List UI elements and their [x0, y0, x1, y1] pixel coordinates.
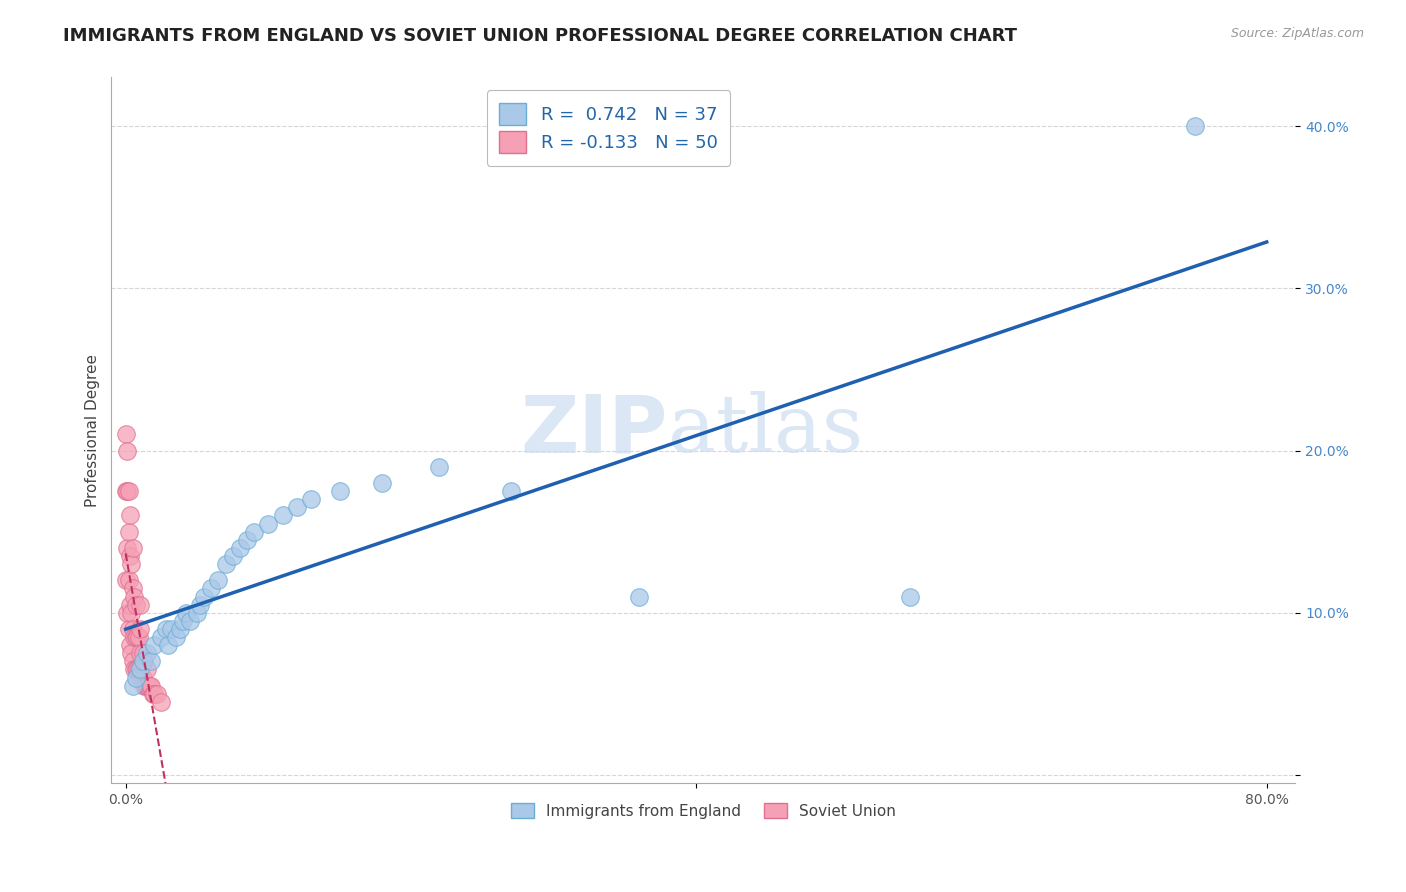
Text: ZIP: ZIP — [520, 392, 668, 469]
Point — [139, 679, 162, 693]
Point — [120, 646, 142, 660]
Point — [221, 549, 243, 563]
Point — [120, 606, 142, 620]
Point — [146, 687, 169, 701]
Point — [271, 508, 294, 523]
Point — [117, 574, 139, 588]
Text: Source: ZipAtlas.com: Source: ZipAtlas.com — [1230, 27, 1364, 40]
Text: IMMIGRANTS FROM ENGLAND VS SOVIET UNION PROFESSIONAL DEGREE CORRELATION CHART: IMMIGRANTS FROM ENGLAND VS SOVIET UNION … — [63, 27, 1018, 45]
Point — [172, 614, 194, 628]
Point — [134, 654, 156, 668]
Point — [141, 679, 163, 693]
Point — [115, 606, 138, 620]
Point — [129, 663, 152, 677]
Point — [121, 541, 143, 555]
Point — [160, 622, 183, 636]
Point — [115, 443, 138, 458]
Point — [257, 516, 280, 531]
Point — [898, 590, 921, 604]
Point — [142, 687, 165, 701]
Point — [236, 533, 259, 547]
Point — [143, 687, 166, 701]
Point — [134, 679, 156, 693]
Point — [118, 638, 141, 652]
Point — [122, 630, 145, 644]
Point — [157, 638, 180, 652]
Point — [371, 475, 394, 490]
Point — [429, 459, 451, 474]
Point — [193, 590, 215, 604]
Point — [129, 646, 152, 660]
Point — [121, 679, 143, 693]
Point — [118, 508, 141, 523]
Point — [129, 671, 152, 685]
Point — [136, 679, 159, 693]
Point — [128, 630, 150, 644]
Point — [285, 500, 308, 515]
Point — [124, 630, 146, 644]
Point — [165, 630, 187, 644]
Text: atlas: atlas — [668, 392, 863, 469]
Point — [117, 524, 139, 539]
Point — [118, 549, 141, 563]
Point — [115, 484, 138, 499]
Point — [129, 598, 152, 612]
Point — [132, 671, 155, 685]
Point — [132, 646, 155, 660]
Point — [121, 622, 143, 636]
Point — [188, 598, 211, 612]
Point — [122, 590, 145, 604]
Point — [114, 427, 136, 442]
Point — [132, 654, 155, 668]
Point — [155, 622, 177, 636]
Point — [174, 606, 197, 620]
Point — [214, 557, 236, 571]
Point — [141, 654, 163, 668]
Point — [136, 646, 159, 660]
Point — [243, 524, 266, 539]
Point — [150, 630, 173, 644]
Point — [115, 541, 138, 555]
Point — [143, 638, 166, 652]
Point — [124, 663, 146, 677]
Point — [136, 663, 159, 677]
Point — [120, 557, 142, 571]
Y-axis label: Professional Degree: Professional Degree — [86, 354, 100, 507]
Point — [138, 679, 160, 693]
Point — [118, 598, 141, 612]
Point — [125, 630, 148, 644]
Point — [125, 663, 148, 677]
Point — [135, 679, 157, 693]
Point — [114, 574, 136, 588]
Point — [121, 654, 143, 668]
Point — [129, 622, 152, 636]
Point — [186, 606, 208, 620]
Point — [179, 614, 201, 628]
Point — [628, 590, 651, 604]
Point — [1184, 119, 1206, 133]
Point — [122, 663, 145, 677]
Point — [329, 484, 352, 499]
Point — [114, 484, 136, 499]
Point — [124, 598, 146, 612]
Point — [200, 582, 222, 596]
Legend: Immigrants from England, Soviet Union: Immigrants from England, Soviet Union — [505, 797, 903, 825]
Point — [128, 663, 150, 677]
Point — [124, 671, 146, 685]
Point — [499, 484, 522, 499]
Point — [117, 622, 139, 636]
Point — [229, 541, 252, 555]
Point — [121, 582, 143, 596]
Point — [207, 574, 229, 588]
Point — [150, 695, 173, 709]
Point — [169, 622, 191, 636]
Point — [117, 484, 139, 499]
Point — [299, 492, 322, 507]
